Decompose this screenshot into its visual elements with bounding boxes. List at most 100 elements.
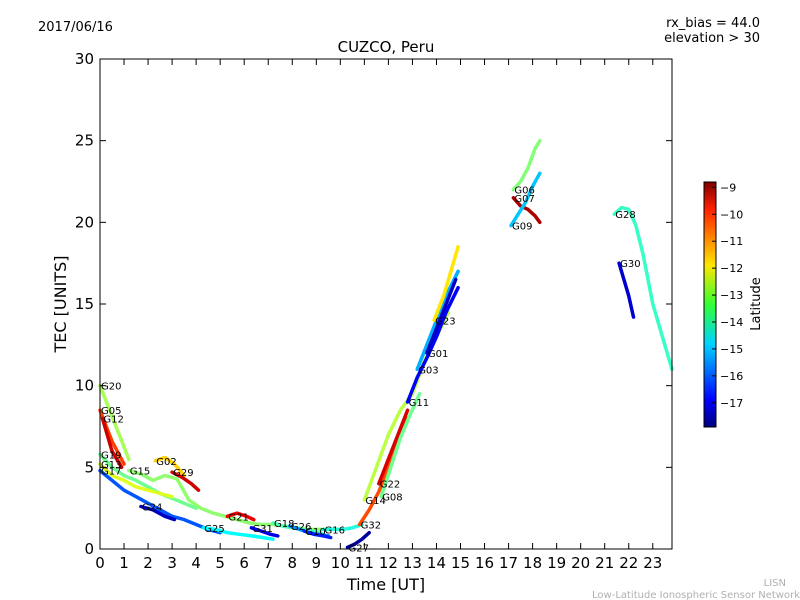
colorbar-tick-label: −10 xyxy=(720,208,743,221)
x-axis-ticks: 0 1 2 3 4 5 6 7 8 9 10 11 12 13 14 15 16 17 18 19 20 21 22 23 xyxy=(95,59,662,572)
colorbar xyxy=(703,181,717,428)
series-line-g07 xyxy=(511,196,542,225)
series-label-g03: G03 xyxy=(418,365,438,376)
data-marks xyxy=(98,138,674,550)
footer-long: Low-Latitude Ionospheric Sensor Network xyxy=(592,590,800,600)
y-tick-label: 0 xyxy=(84,540,94,558)
series-label-g09: G09 xyxy=(512,222,532,233)
x-tick-label: 22 xyxy=(619,554,638,572)
series-line-g23 xyxy=(432,245,460,323)
date-label: 2017/06/16 xyxy=(38,20,113,35)
x-tick-label: 9 xyxy=(312,554,322,572)
series-line-g13 xyxy=(98,462,174,499)
colorbar-tick-label: −16 xyxy=(720,370,743,383)
x-tick-label: 14 xyxy=(427,554,446,572)
y-tick-label: 30 xyxy=(75,50,94,68)
series-label-g15: G15 xyxy=(130,467,150,478)
series-line-g10 xyxy=(302,529,333,540)
colorbar-tick-label: −12 xyxy=(720,262,743,275)
series-line-g20 xyxy=(98,383,131,461)
series-line-g12 xyxy=(100,416,124,470)
x-tick-label: 19 xyxy=(547,554,566,572)
series-line-g16 xyxy=(321,522,364,532)
y-tick-label: 10 xyxy=(75,377,94,395)
colorbar-tick-label: −11 xyxy=(720,235,743,248)
series-line-g27 xyxy=(345,530,371,550)
y-tick-label: 5 xyxy=(84,458,94,476)
series-label-g31: G31 xyxy=(252,524,272,535)
series-label-g12: G12 xyxy=(103,414,123,425)
x-tick-label: 12 xyxy=(379,554,398,572)
series-line-g19 xyxy=(98,452,198,510)
colorbar-tick-label: −13 xyxy=(720,289,743,302)
y-tick-label: 20 xyxy=(75,213,94,231)
series-line-g01 xyxy=(425,277,458,355)
y-tick-label: 15 xyxy=(75,295,94,313)
series-label-g20: G20 xyxy=(101,382,121,393)
series-line-g06 xyxy=(511,138,542,192)
rx-bias-label: rx_bias = 44.0 xyxy=(666,16,760,31)
series-line-g22 xyxy=(377,408,410,486)
y-axis-ticks: 0 5 10 15 20 25 30 xyxy=(75,50,672,558)
series-label-g08: G08 xyxy=(382,493,402,504)
series-label-g26: G26 xyxy=(291,522,311,533)
x-tick-label: 6 xyxy=(239,554,249,572)
x-tick-label: 5 xyxy=(215,554,225,572)
series-line-g11 xyxy=(405,285,460,404)
series-label-g21: G21 xyxy=(228,512,248,523)
x-axis-label: Time [UT] xyxy=(346,575,425,594)
colorbar-tick-label: −14 xyxy=(720,316,743,329)
x-tick-label: 7 xyxy=(263,554,273,572)
series-label-g02: G02 xyxy=(156,457,176,468)
x-tick-label: 0 xyxy=(95,554,105,572)
series-line-g02 xyxy=(153,455,186,478)
colorbar-label: Latitude xyxy=(749,277,764,331)
series-line-g29 xyxy=(170,470,201,492)
x-tick-label: 10 xyxy=(331,554,350,572)
y-tick-label: 25 xyxy=(75,132,94,150)
x-tick-label: 15 xyxy=(451,554,470,572)
elevation-label: elevation > 30 xyxy=(664,31,760,46)
x-tick-label: 4 xyxy=(191,554,201,572)
x-tick-label: 11 xyxy=(355,554,374,572)
series-line-g25 xyxy=(201,526,275,541)
series-line-g21 xyxy=(225,511,256,522)
x-tick-label: 3 xyxy=(167,554,177,572)
colorbar-tick-label: −17 xyxy=(720,397,743,410)
series-label-g19: G19 xyxy=(101,450,121,461)
x-tick-label: 20 xyxy=(571,554,590,572)
x-tick-label: 21 xyxy=(595,554,614,572)
series-label-g28: G28 xyxy=(615,210,635,221)
colorbar-ticks: −9 −10 −11 −12 −13 −14 −15 −16 −17 xyxy=(712,181,743,410)
x-tick-label: 16 xyxy=(475,554,494,572)
chart-title: CUZCO, Peru xyxy=(338,38,435,56)
series-label-g14: G14 xyxy=(365,496,385,507)
series-line-g30 xyxy=(617,261,636,319)
series-line-g24 xyxy=(139,504,177,522)
series-label-g23: G23 xyxy=(435,316,455,327)
series-label-g22: G22 xyxy=(380,480,400,491)
x-tick-label: 17 xyxy=(499,554,518,572)
series-label-g07: G07 xyxy=(514,194,534,205)
x-tick-label: 18 xyxy=(523,554,542,572)
series-label-g30: G30 xyxy=(620,259,640,270)
series-label-g29: G29 xyxy=(173,468,193,479)
series-line-g08 xyxy=(379,392,422,499)
series-label-g05: G05 xyxy=(101,406,121,417)
series-label-g25: G25 xyxy=(204,524,224,535)
x-tick-label: 23 xyxy=(643,554,662,572)
series-label-g16: G16 xyxy=(325,525,345,536)
y-axis-label: TEC [UNITS] xyxy=(51,256,70,354)
series-line-g09 xyxy=(509,171,542,228)
footer-short: LISN xyxy=(764,578,786,589)
x-tick-label: 1 xyxy=(119,554,129,572)
series-label-g06: G06 xyxy=(514,186,534,197)
series-label-g32: G32 xyxy=(361,521,381,532)
x-tick-label: 8 xyxy=(287,554,297,572)
series-line-g03 xyxy=(415,269,460,372)
series-line-g31 xyxy=(249,526,280,538)
series-line-g28 xyxy=(612,205,674,372)
series-label-g18: G18 xyxy=(274,519,294,530)
